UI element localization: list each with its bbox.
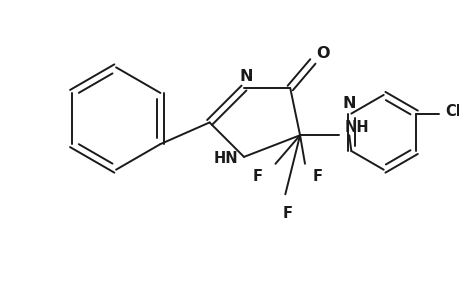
Text: F: F — [312, 169, 322, 184]
Text: N: N — [342, 96, 355, 111]
Text: O: O — [315, 46, 329, 61]
Text: HN: HN — [213, 152, 238, 166]
Text: F: F — [252, 169, 262, 184]
Text: Cl: Cl — [445, 104, 459, 119]
Text: NH: NH — [344, 120, 369, 135]
Text: F: F — [282, 206, 291, 221]
Text: N: N — [239, 69, 252, 84]
